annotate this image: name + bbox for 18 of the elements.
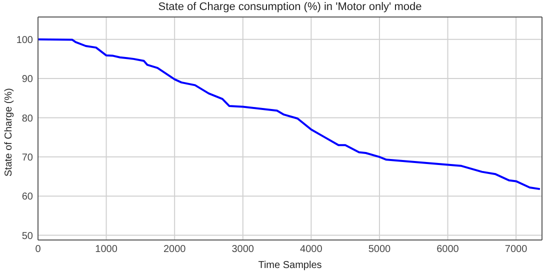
x-tick-label: 3000	[232, 244, 254, 256]
y-tick-label: 90	[22, 74, 34, 86]
y-tick-label: 100	[16, 34, 34, 46]
x-tick-label: 6000	[436, 244, 460, 256]
x-tick-label: 4000	[300, 244, 323, 256]
chart-title: State of Charge consumption (%) in 'Motor only' mode	[157, 1, 423, 13]
x-tick-label: 2000	[163, 244, 186, 256]
x-tick-label: 7000	[504, 244, 528, 256]
line-series	[38, 38, 541, 190]
x-axis-title: Time Samples	[258, 260, 322, 271]
x-tick-label: 5000	[368, 244, 392, 256]
y-tick-label: 50	[22, 230, 34, 242]
y-tick-label: 60	[22, 192, 34, 203]
x-tick-label: 0	[35, 244, 42, 256]
y-tick-label: 70	[22, 152, 34, 164]
x-tick-label: 1000	[95, 244, 118, 256]
y-axis-title: State of Charge (%)	[4, 88, 15, 176]
y-tick-label: 80	[22, 113, 34, 124]
